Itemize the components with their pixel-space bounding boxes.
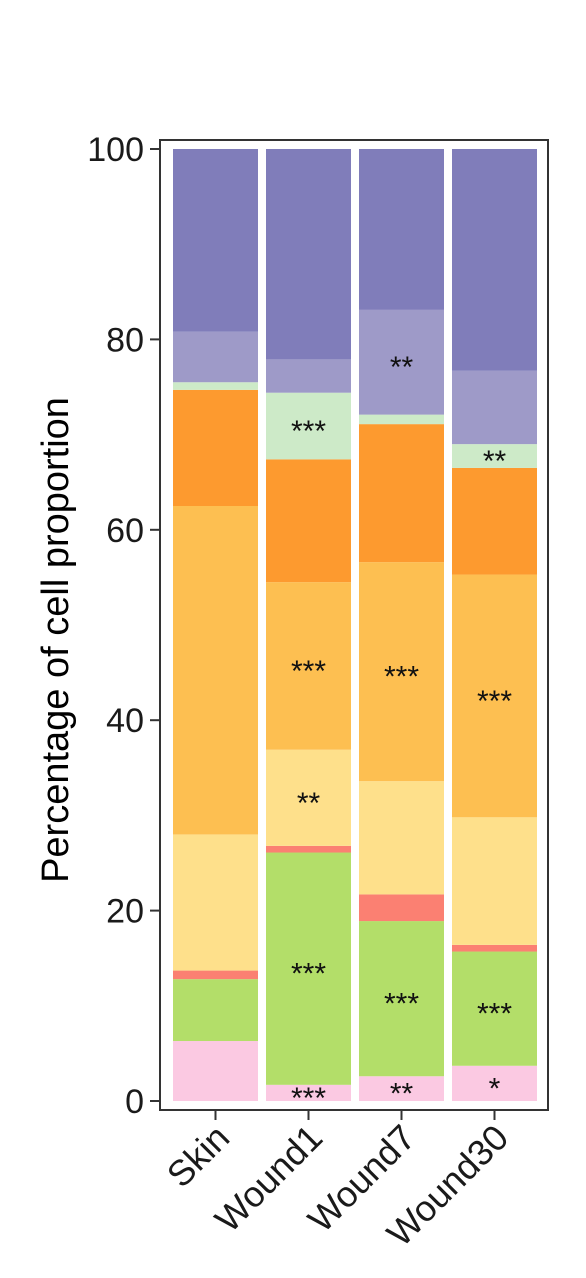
bar-segment (266, 392, 351, 460)
bar-segment (173, 834, 258, 971)
bar-segment (452, 149, 537, 371)
significance-label: *** (384, 661, 419, 694)
y-tick-label: 40 (106, 702, 144, 740)
y-tick-label: 0 (125, 1083, 144, 1121)
bar-segment (452, 444, 537, 468)
significance-labels: ********************************* (291, 351, 512, 1115)
bar-segment (173, 970, 258, 980)
significance-label: *** (384, 988, 419, 1021)
significance-label: ** (390, 351, 414, 384)
plot-frame (159, 139, 549, 1111)
bar-segment (266, 459, 351, 583)
bars-layer (173, 149, 537, 1101)
bar-segment (359, 149, 444, 310)
bar-segment (359, 894, 444, 922)
bar-segment (173, 382, 258, 390)
bar-segment (266, 582, 351, 750)
bar-segment (266, 359, 351, 393)
bar-segment (173, 1041, 258, 1101)
bar-segment (359, 414, 444, 425)
significance-label: * (489, 1072, 501, 1105)
bar-segment (452, 467, 537, 575)
bar-segment (266, 749, 351, 846)
significance-label: ** (390, 1078, 414, 1111)
bar-segment (359, 562, 444, 782)
bar-segment (452, 944, 537, 952)
bar-segment (359, 1076, 444, 1101)
bar-segment (173, 389, 258, 506)
bar-segment (359, 781, 444, 895)
bar-segment (452, 817, 537, 945)
bar-segment (452, 370, 537, 445)
x-tick-label: Skin (159, 1117, 238, 1196)
y-axis-title: Percentage of cell proportion (35, 397, 77, 883)
bar-segment (266, 852, 351, 1085)
bar-segment (266, 1084, 351, 1101)
bar-segment (359, 309, 444, 415)
significance-label: *** (291, 958, 326, 991)
y-tick-label: 100 (87, 131, 144, 169)
y-tick-label: 80 (106, 321, 144, 359)
significance-label: *** (291, 655, 326, 688)
significance-label: *** (477, 998, 512, 1031)
bar-segment (173, 506, 258, 835)
significance-label: ** (297, 787, 321, 820)
y-tick-label: 60 (106, 512, 144, 550)
significance-label: *** (291, 415, 326, 448)
bar-segment (359, 424, 444, 563)
significance-label: ** (483, 445, 507, 478)
bar-segment (173, 331, 258, 383)
bar-segment (173, 979, 258, 1042)
bar-segment (266, 845, 351, 853)
y-axis: 0 20 40 60 80 100 (87, 131, 160, 1121)
bar-segment (452, 574, 537, 818)
bar-segment (173, 149, 258, 332)
bar-segment (359, 921, 444, 1077)
bar-segment (452, 1065, 537, 1101)
bar-segment (452, 951, 537, 1066)
bar-segment (266, 149, 351, 360)
significance-label: *** (477, 685, 512, 718)
y-tick-label: 20 (106, 893, 144, 931)
